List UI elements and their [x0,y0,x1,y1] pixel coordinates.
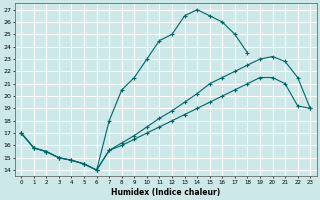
X-axis label: Humidex (Indice chaleur): Humidex (Indice chaleur) [111,188,220,197]
